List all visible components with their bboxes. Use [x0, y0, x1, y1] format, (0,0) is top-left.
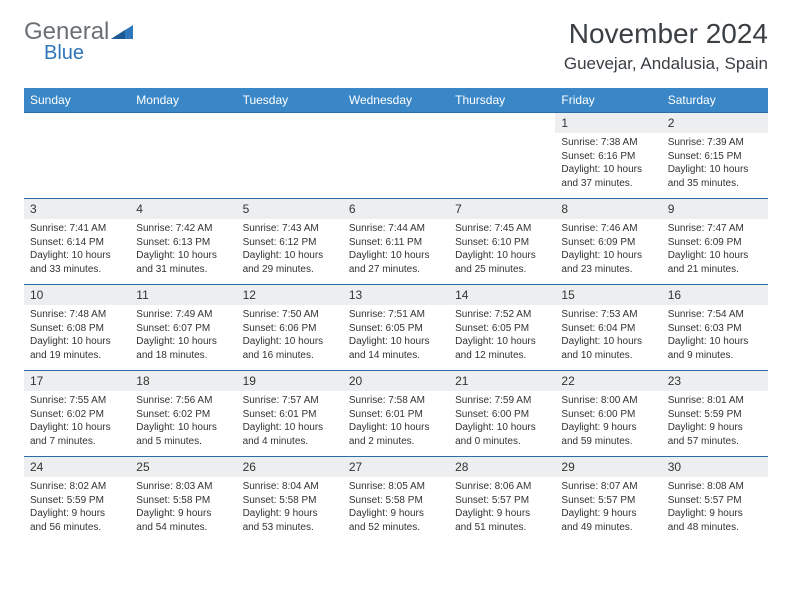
- day-number-cell: 26: [237, 457, 343, 478]
- day-details-cell: Sunrise: 8:01 AMSunset: 5:59 PMDaylight:…: [662, 391, 768, 457]
- day-details-cell: Sunrise: 8:03 AMSunset: 5:58 PMDaylight:…: [130, 477, 236, 542]
- day-number-cell: 8: [555, 199, 661, 220]
- month-title: November 2024: [564, 18, 768, 50]
- logo-triangle-icon: [111, 25, 133, 39]
- day-details-cell: Sunrise: 7:54 AMSunset: 6:03 PMDaylight:…: [662, 305, 768, 371]
- day-details-cell: Sunrise: 8:00 AMSunset: 6:00 PMDaylight:…: [555, 391, 661, 457]
- header: General Blue November 2024 Guevejar, And…: [24, 18, 768, 74]
- day-number-cell: 17: [24, 371, 130, 392]
- day-number-cell: 6: [343, 199, 449, 220]
- day-details-cell: [343, 133, 449, 199]
- weekday-header-row: SundayMondayTuesdayWednesdayThursdayFrid…: [24, 88, 768, 113]
- day-number-row: 12: [24, 113, 768, 134]
- day-number-cell: 25: [130, 457, 236, 478]
- day-details-cell: Sunrise: 7:47 AMSunset: 6:09 PMDaylight:…: [662, 219, 768, 285]
- weekday-header: Wednesday: [343, 88, 449, 113]
- day-number-cell: 18: [130, 371, 236, 392]
- day-details-cell: [24, 133, 130, 199]
- day-details-cell: Sunrise: 8:05 AMSunset: 5:58 PMDaylight:…: [343, 477, 449, 542]
- day-details-cell: Sunrise: 7:45 AMSunset: 6:10 PMDaylight:…: [449, 219, 555, 285]
- day-number-cell: 23: [662, 371, 768, 392]
- day-number-cell: 20: [343, 371, 449, 392]
- weekday-header: Friday: [555, 88, 661, 113]
- day-details-cell: Sunrise: 7:50 AMSunset: 6:06 PMDaylight:…: [237, 305, 343, 371]
- day-number-cell: [237, 113, 343, 134]
- day-number-cell: 29: [555, 457, 661, 478]
- day-number-cell: 5: [237, 199, 343, 220]
- day-number-cell: 3: [24, 199, 130, 220]
- day-number-cell: 11: [130, 285, 236, 306]
- weekday-header: Saturday: [662, 88, 768, 113]
- day-details-cell: Sunrise: 7:56 AMSunset: 6:02 PMDaylight:…: [130, 391, 236, 457]
- day-number-cell: [130, 113, 236, 134]
- day-details-cell: [130, 133, 236, 199]
- day-details-cell: Sunrise: 7:42 AMSunset: 6:13 PMDaylight:…: [130, 219, 236, 285]
- day-number-cell: 9: [662, 199, 768, 220]
- weekday-header: Thursday: [449, 88, 555, 113]
- day-details-cell: Sunrise: 8:08 AMSunset: 5:57 PMDaylight:…: [662, 477, 768, 542]
- day-details-cell: Sunrise: 7:55 AMSunset: 6:02 PMDaylight:…: [24, 391, 130, 457]
- day-number-cell: 19: [237, 371, 343, 392]
- day-details-cell: Sunrise: 8:07 AMSunset: 5:57 PMDaylight:…: [555, 477, 661, 542]
- day-number-cell: 12: [237, 285, 343, 306]
- day-details-cell: Sunrise: 7:52 AMSunset: 6:05 PMDaylight:…: [449, 305, 555, 371]
- location: Guevejar, Andalusia, Spain: [564, 54, 768, 74]
- day-details-cell: Sunrise: 8:04 AMSunset: 5:58 PMDaylight:…: [237, 477, 343, 542]
- day-number-cell: 14: [449, 285, 555, 306]
- day-number-cell: 24: [24, 457, 130, 478]
- day-details-row: Sunrise: 7:55 AMSunset: 6:02 PMDaylight:…: [24, 391, 768, 457]
- title-block: November 2024 Guevejar, Andalusia, Spain: [564, 18, 768, 74]
- day-number-cell: 21: [449, 371, 555, 392]
- day-details-cell: Sunrise: 7:44 AMSunset: 6:11 PMDaylight:…: [343, 219, 449, 285]
- day-details-cell: [237, 133, 343, 199]
- day-number-cell: [449, 113, 555, 134]
- day-details-cell: Sunrise: 7:41 AMSunset: 6:14 PMDaylight:…: [24, 219, 130, 285]
- day-details-cell: Sunrise: 7:57 AMSunset: 6:01 PMDaylight:…: [237, 391, 343, 457]
- day-number-cell: 30: [662, 457, 768, 478]
- day-details-row: Sunrise: 7:41 AMSunset: 6:14 PMDaylight:…: [24, 219, 768, 285]
- day-number-cell: 1: [555, 113, 661, 134]
- day-number-row: 24252627282930: [24, 457, 768, 478]
- day-details-cell: Sunrise: 7:48 AMSunset: 6:08 PMDaylight:…: [24, 305, 130, 371]
- calendar-table: SundayMondayTuesdayWednesdayThursdayFrid…: [24, 88, 768, 542]
- weekday-header: Sunday: [24, 88, 130, 113]
- calendar-page: General Blue November 2024 Guevejar, And…: [0, 0, 792, 560]
- day-number-cell: 2: [662, 113, 768, 134]
- day-number-row: 3456789: [24, 199, 768, 220]
- day-details-cell: Sunrise: 7:58 AMSunset: 6:01 PMDaylight:…: [343, 391, 449, 457]
- day-number-cell: 22: [555, 371, 661, 392]
- day-details-cell: Sunrise: 7:51 AMSunset: 6:05 PMDaylight:…: [343, 305, 449, 371]
- day-details-row: Sunrise: 7:38 AMSunset: 6:16 PMDaylight:…: [24, 133, 768, 199]
- day-number-cell: 16: [662, 285, 768, 306]
- day-details-cell: Sunrise: 7:46 AMSunset: 6:09 PMDaylight:…: [555, 219, 661, 285]
- day-details-row: Sunrise: 7:48 AMSunset: 6:08 PMDaylight:…: [24, 305, 768, 371]
- day-number-cell: [24, 113, 130, 134]
- day-details-row: Sunrise: 8:02 AMSunset: 5:59 PMDaylight:…: [24, 477, 768, 542]
- day-number-cell: 7: [449, 199, 555, 220]
- day-number-cell: 27: [343, 457, 449, 478]
- day-details-cell: [449, 133, 555, 199]
- day-number-cell: 13: [343, 285, 449, 306]
- day-number-cell: 15: [555, 285, 661, 306]
- weekday-header: Monday: [130, 88, 236, 113]
- day-number-row: 10111213141516: [24, 285, 768, 306]
- day-number-cell: 10: [24, 285, 130, 306]
- day-details-cell: Sunrise: 7:59 AMSunset: 6:00 PMDaylight:…: [449, 391, 555, 457]
- logo: General Blue: [24, 18, 133, 65]
- day-number-cell: 28: [449, 457, 555, 478]
- day-details-cell: Sunrise: 7:39 AMSunset: 6:15 PMDaylight:…: [662, 133, 768, 199]
- day-number-cell: 4: [130, 199, 236, 220]
- day-details-cell: Sunrise: 7:38 AMSunset: 6:16 PMDaylight:…: [555, 133, 661, 199]
- day-number-row: 17181920212223: [24, 371, 768, 392]
- day-details-cell: Sunrise: 7:43 AMSunset: 6:12 PMDaylight:…: [237, 219, 343, 285]
- day-details-cell: Sunrise: 8:02 AMSunset: 5:59 PMDaylight:…: [24, 477, 130, 542]
- day-details-cell: Sunrise: 7:49 AMSunset: 6:07 PMDaylight:…: [130, 305, 236, 371]
- day-number-cell: [343, 113, 449, 134]
- day-details-cell: Sunrise: 7:53 AMSunset: 6:04 PMDaylight:…: [555, 305, 661, 371]
- day-details-cell: Sunrise: 8:06 AMSunset: 5:57 PMDaylight:…: [449, 477, 555, 542]
- weekday-header: Tuesday: [237, 88, 343, 113]
